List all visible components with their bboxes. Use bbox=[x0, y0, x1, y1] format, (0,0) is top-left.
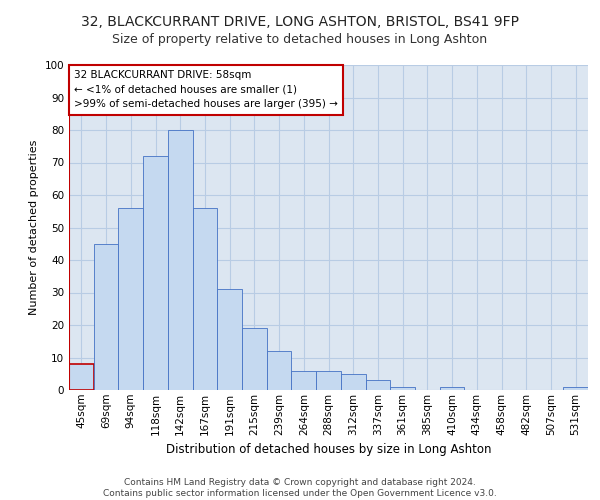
Bar bbox=[168, 130, 193, 390]
Bar bbox=[267, 351, 292, 390]
Bar bbox=[292, 370, 316, 390]
Bar bbox=[242, 328, 267, 390]
Bar bbox=[365, 380, 390, 390]
Bar bbox=[118, 208, 143, 390]
Text: 32 BLACKCURRANT DRIVE: 58sqm
← <1% of detached houses are smaller (1)
>99% of se: 32 BLACKCURRANT DRIVE: 58sqm ← <1% of de… bbox=[74, 70, 338, 110]
Bar bbox=[341, 374, 365, 390]
Bar bbox=[69, 364, 94, 390]
Bar bbox=[217, 289, 242, 390]
Bar bbox=[94, 244, 118, 390]
Y-axis label: Number of detached properties: Number of detached properties bbox=[29, 140, 39, 315]
Bar bbox=[440, 387, 464, 390]
Bar bbox=[193, 208, 217, 390]
Text: Contains HM Land Registry data © Crown copyright and database right 2024.
Contai: Contains HM Land Registry data © Crown c… bbox=[103, 478, 497, 498]
Text: 32, BLACKCURRANT DRIVE, LONG ASHTON, BRISTOL, BS41 9FP: 32, BLACKCURRANT DRIVE, LONG ASHTON, BRI… bbox=[81, 15, 519, 29]
Bar bbox=[390, 387, 415, 390]
Bar bbox=[563, 387, 588, 390]
Text: Size of property relative to detached houses in Long Ashton: Size of property relative to detached ho… bbox=[112, 32, 488, 46]
X-axis label: Distribution of detached houses by size in Long Ashton: Distribution of detached houses by size … bbox=[166, 443, 491, 456]
Bar bbox=[316, 370, 341, 390]
Bar bbox=[143, 156, 168, 390]
